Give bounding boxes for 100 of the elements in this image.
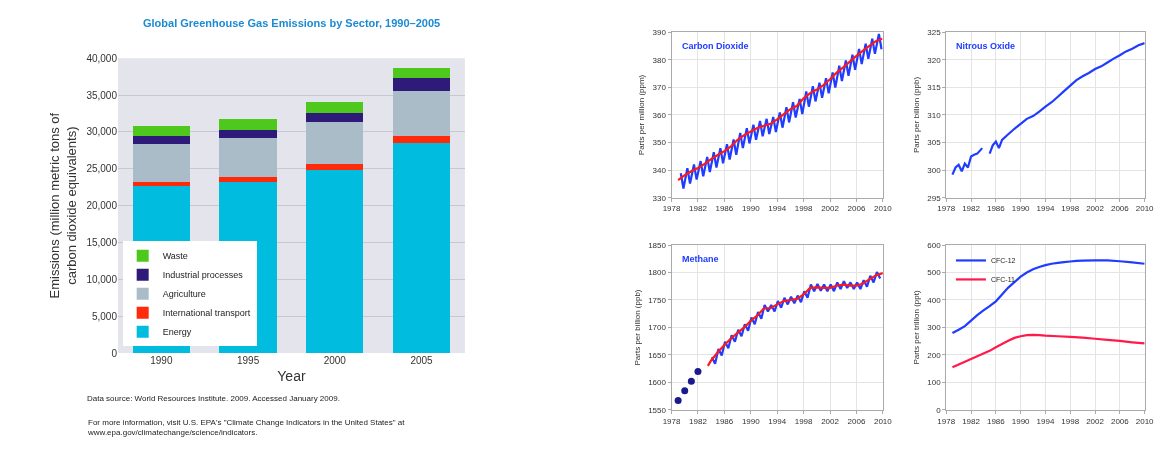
y-tick-label: 325 bbox=[927, 27, 942, 37]
y-tick-label: 305 bbox=[927, 138, 942, 148]
text: Nitrous Oxide bbox=[956, 41, 1016, 51]
x-tick-label: 2006 bbox=[847, 416, 866, 426]
legend-label: Agriculture bbox=[162, 289, 206, 300]
bar bbox=[132, 126, 190, 136]
bar bbox=[306, 101, 364, 113]
bar bbox=[306, 122, 364, 165]
y-tick-label: 20,000 bbox=[86, 200, 118, 212]
bar bbox=[306, 112, 364, 123]
text: Carbon Dioxide bbox=[682, 41, 749, 51]
y-tick-label: 320 bbox=[927, 55, 942, 65]
y-tick-label: 300 bbox=[927, 323, 942, 333]
y-tick-label: 1550 bbox=[648, 405, 667, 415]
y-axis-title: Parts per million (ppm) bbox=[637, 74, 647, 156]
y-tick-label: 310 bbox=[927, 110, 942, 120]
y-tick-label: 1600 bbox=[648, 378, 667, 388]
x-tick-label: 1994 bbox=[1036, 204, 1055, 214]
legend-label: Industrial processes bbox=[162, 270, 244, 281]
x-tick-label: 1990 bbox=[741, 416, 761, 426]
x-tick-label: 1994 bbox=[1036, 416, 1055, 426]
x-tick-label: 1994 bbox=[768, 416, 787, 426]
bar bbox=[132, 143, 190, 183]
x-tick-label: 2002 bbox=[1086, 416, 1105, 426]
x-tick-label: 2010 bbox=[1135, 204, 1155, 214]
x-tick-label: 2006 bbox=[1110, 204, 1130, 214]
bar bbox=[306, 164, 364, 171]
bar bbox=[132, 182, 190, 187]
bar bbox=[219, 137, 277, 177]
x-tick-label: 1978 bbox=[937, 416, 956, 426]
y-tick-label: 100 bbox=[927, 378, 942, 388]
y-tick-label: 5,000 bbox=[91, 310, 118, 322]
y-tick-label: 1650 bbox=[648, 350, 667, 360]
legend-label: Waste bbox=[162, 251, 188, 262]
x-tick-label: 2010 bbox=[873, 416, 893, 426]
source-note: Data source: World Resources Institute. 2009. Accessed January 2009. bbox=[87, 394, 340, 403]
line-series bbox=[951, 259, 1145, 335]
y-axis-title: Parts per trillion (ppt) bbox=[911, 290, 921, 365]
y-tick-label: 0 bbox=[936, 405, 942, 415]
bar bbox=[132, 135, 190, 144]
bar bbox=[392, 136, 451, 143]
y-tick-label: 500 bbox=[927, 268, 942, 278]
x-tick-label: 1982 bbox=[962, 416, 981, 426]
x-tick-label: 1978 bbox=[662, 416, 681, 426]
bar bbox=[219, 129, 277, 138]
y-tick-label: 340 bbox=[652, 166, 667, 176]
y-axis-title: Parts per billion (ppb) bbox=[911, 76, 921, 153]
x-tick-label: 1990 bbox=[150, 355, 173, 367]
y-tick-label: 330 bbox=[652, 193, 667, 203]
x-tick-label: 2005 bbox=[410, 355, 434, 367]
x-tick-label: 1998 bbox=[794, 416, 814, 426]
y-tick-label: 10,000 bbox=[86, 273, 118, 285]
y-tick-label: 35,000 bbox=[86, 89, 118, 101]
x-tick-label: 2010 bbox=[1135, 416, 1155, 426]
y-tick-label: 200 bbox=[927, 350, 942, 360]
y-tick-label: 40,000 bbox=[86, 52, 118, 64]
bar bbox=[392, 142, 451, 354]
y-tick-label: 1700 bbox=[648, 323, 667, 333]
bar bbox=[392, 67, 451, 79]
x-tick-label: 1994 bbox=[768, 204, 787, 214]
x-tick-label: 2002 bbox=[821, 204, 840, 214]
x-tick-label: 1995 bbox=[236, 355, 260, 367]
x-tick-label: 1986 bbox=[715, 204, 734, 214]
y-tick-label: 600 bbox=[927, 240, 942, 250]
chart-title: Global Greenhouse Gas Emissions by Sector, 1990–2005 bbox=[143, 17, 441, 29]
y-tick-label: 360 bbox=[652, 110, 667, 120]
legend-label: Energy bbox=[162, 327, 192, 338]
x-axis-title: Year bbox=[277, 368, 306, 385]
x-tick-label: 2000 bbox=[323, 355, 347, 367]
y-tick-label: 1850 bbox=[648, 240, 667, 250]
x-tick-label: 1998 bbox=[1061, 204, 1080, 214]
y-axis-title: Emissions (million metric tons of carbon dioxide equivalents) bbox=[47, 112, 80, 299]
bar bbox=[219, 118, 277, 130]
line-series bbox=[951, 333, 1145, 369]
legend-label: International transport bbox=[162, 308, 251, 319]
x-tick-label: 1986 bbox=[986, 416, 1006, 426]
y-tick-label: 295 bbox=[927, 193, 942, 203]
x-tick-label: 1986 bbox=[986, 204, 1006, 214]
x-tick-label: 2002 bbox=[1086, 204, 1105, 214]
x-tick-label: 1978 bbox=[662, 204, 681, 214]
x-tick-label: 2002 bbox=[821, 416, 840, 426]
bar bbox=[392, 78, 451, 92]
y-tick-label: 315 bbox=[927, 83, 942, 93]
x-tick-label: 1982 bbox=[962, 204, 981, 214]
x-tick-label: 1990 bbox=[1011, 416, 1031, 426]
y-tick-label: 390 bbox=[652, 27, 667, 37]
x-tick-label: 1986 bbox=[715, 416, 734, 426]
y-tick-label: 300 bbox=[927, 166, 942, 176]
x-tick-label: 1982 bbox=[689, 416, 708, 426]
text: Methane bbox=[682, 254, 719, 264]
bar bbox=[219, 176, 277, 183]
y-tick-label: 1750 bbox=[648, 295, 667, 305]
y-tick-label: 380 bbox=[652, 55, 667, 65]
x-tick-label: 1998 bbox=[1061, 416, 1080, 426]
y-tick-label: 1800 bbox=[648, 268, 667, 278]
x-tick-label: 2010 bbox=[873, 204, 893, 214]
x-tick-label: 1990 bbox=[741, 204, 761, 214]
y-tick-label: 370 bbox=[652, 83, 667, 93]
y-tick-label: 0 bbox=[111, 347, 118, 359]
y-tick-label: 350 bbox=[652, 138, 667, 148]
